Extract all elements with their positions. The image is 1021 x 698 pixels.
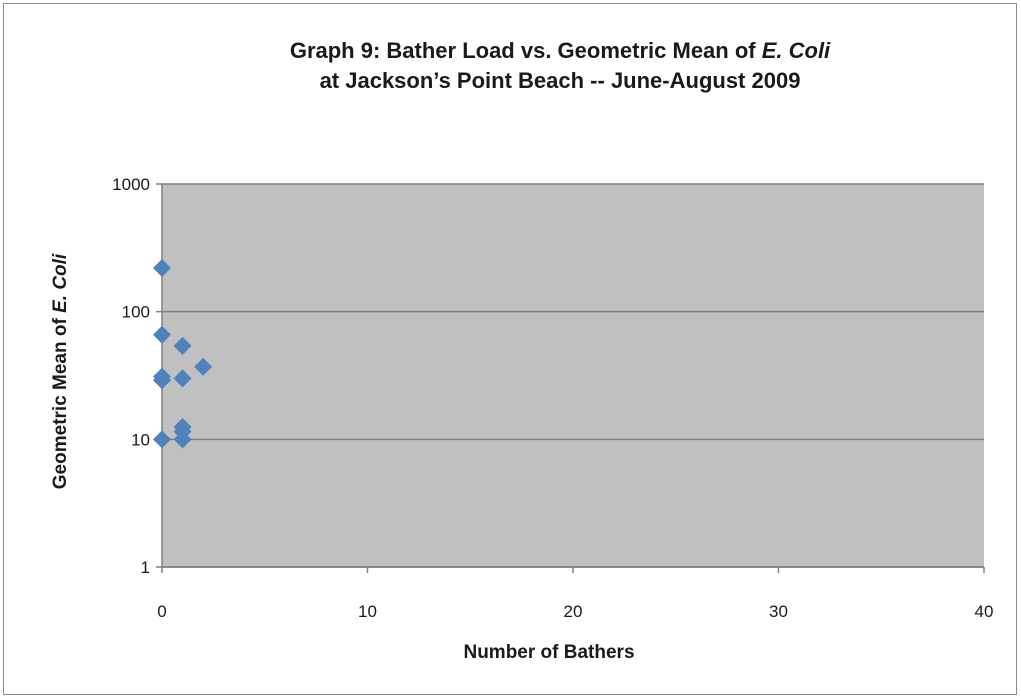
x-tick-label-3: 30 xyxy=(769,602,788,621)
x-tick-label-4: 40 xyxy=(975,602,994,621)
data-point-0-3 xyxy=(153,371,171,390)
x-tick-label-0: 0 xyxy=(157,602,166,621)
chart-title-line-2: at Jackson’s Point Beach -- June-August … xyxy=(319,68,801,93)
y-tick-label-3: 1000 xyxy=(112,175,150,194)
x-tick-label-2: 20 xyxy=(564,602,583,621)
data-point-0-0 xyxy=(153,258,171,277)
y-axis-label-text: Geometric Mean of xyxy=(50,313,71,489)
x-tick-label-1: 10 xyxy=(358,602,377,621)
data-point-0-5 xyxy=(173,336,192,355)
data-point-0-1 xyxy=(153,325,171,344)
data-point-0-6 xyxy=(173,369,192,388)
y-tick-label-2: 100 xyxy=(122,303,150,322)
data-point-0-10 xyxy=(194,357,213,376)
y-axis-label: Geometric Mean of E. Coli xyxy=(50,253,71,489)
y-tick-label-0: 1 xyxy=(141,558,150,577)
plot-area xyxy=(162,184,984,567)
data-point-0-4 xyxy=(153,430,171,449)
y-axis-label-italic: E. Coli xyxy=(50,253,71,313)
chart-title: Graph 9: Bather Load vs. Geometric Mean … xyxy=(180,36,940,96)
chart-title-line-1: Graph 9: Bather Load vs. Geometric Mean … xyxy=(289,38,831,63)
data-point-0-9 xyxy=(173,430,192,449)
x-axis-label: Number of Bathers xyxy=(463,642,634,663)
y-tick-label-1: 10 xyxy=(131,430,150,449)
